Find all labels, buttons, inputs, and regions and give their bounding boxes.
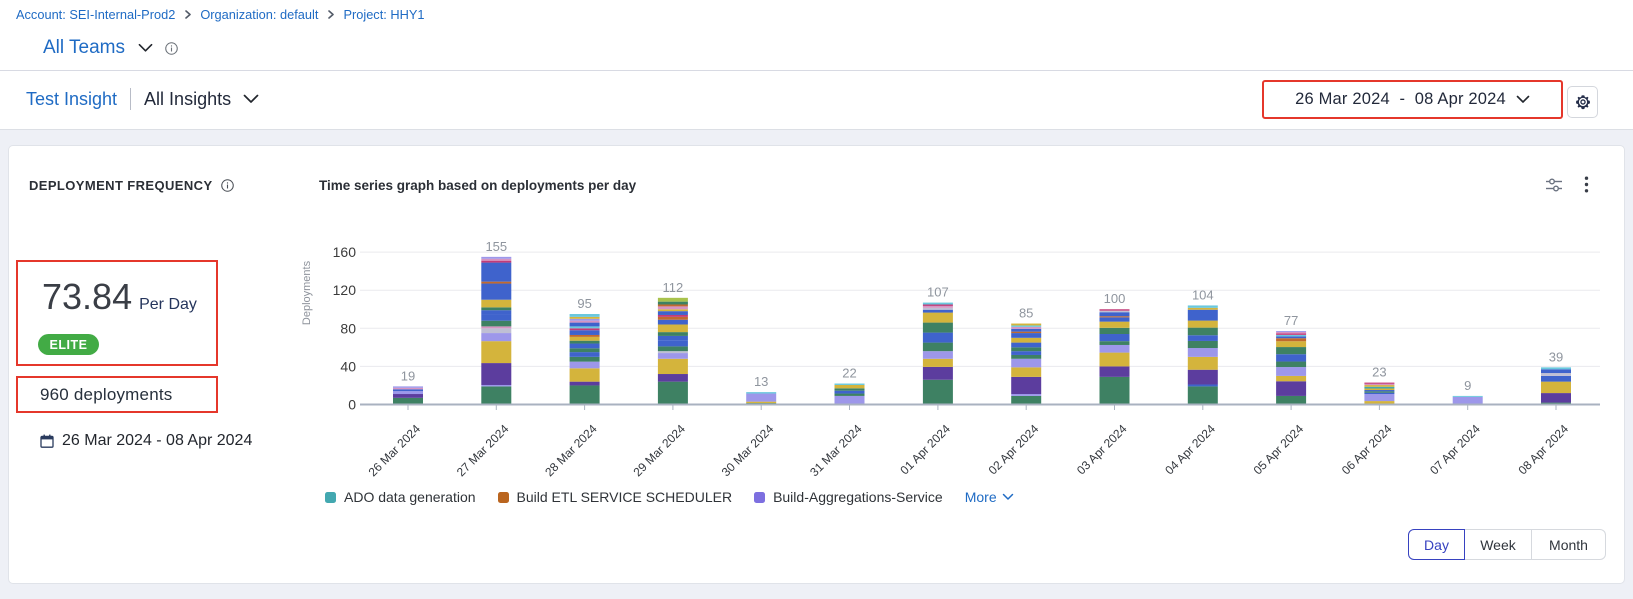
svg-text:40: 40	[340, 358, 356, 374]
svg-text:39: 39	[1549, 349, 1563, 364]
svg-text:08 Apr 2024: 08 Apr 2024	[1515, 421, 1571, 477]
svg-text:02 Apr 2024: 02 Apr 2024	[986, 421, 1042, 477]
svg-text:22: 22	[842, 366, 856, 381]
svg-text:120: 120	[333, 282, 357, 298]
svg-text:26 Mar 2024: 26 Mar 2024	[366, 422, 424, 480]
svg-text:77: 77	[1284, 313, 1298, 328]
svg-text:95: 95	[577, 296, 591, 311]
svg-text:Deployments: Deployments	[301, 260, 313, 325]
svg-text:28 Mar 2024: 28 Mar 2024	[542, 422, 600, 480]
svg-text:23: 23	[1372, 365, 1386, 380]
svg-text:31 Mar 2024: 31 Mar 2024	[807, 422, 865, 480]
svg-text:104: 104	[1192, 287, 1214, 302]
svg-text:06 Apr 2024: 06 Apr 2024	[1339, 421, 1395, 477]
svg-text:01 Apr 2024: 01 Apr 2024	[897, 421, 953, 477]
svg-text:07 Apr 2024: 07 Apr 2024	[1427, 421, 1483, 477]
svg-text:107: 107	[927, 285, 949, 300]
svg-text:29 Mar 2024: 29 Mar 2024	[630, 422, 688, 480]
svg-text:160: 160	[333, 244, 357, 260]
svg-text:03 Apr 2024: 03 Apr 2024	[1074, 421, 1130, 477]
svg-text:112: 112	[663, 280, 684, 295]
svg-text:85: 85	[1019, 306, 1033, 321]
svg-text:05 Apr 2024: 05 Apr 2024	[1251, 421, 1307, 477]
svg-text:9: 9	[1464, 378, 1471, 393]
svg-text:155: 155	[485, 239, 507, 254]
svg-text:0: 0	[348, 397, 356, 413]
svg-text:30 Mar 2024: 30 Mar 2024	[719, 422, 777, 480]
svg-text:19: 19	[401, 368, 415, 383]
svg-text:13: 13	[754, 374, 768, 389]
svg-text:27 Mar 2024: 27 Mar 2024	[454, 422, 512, 480]
svg-text:04 Apr 2024: 04 Apr 2024	[1162, 421, 1218, 477]
svg-text:80: 80	[340, 320, 356, 336]
svg-text:100: 100	[1104, 291, 1126, 306]
